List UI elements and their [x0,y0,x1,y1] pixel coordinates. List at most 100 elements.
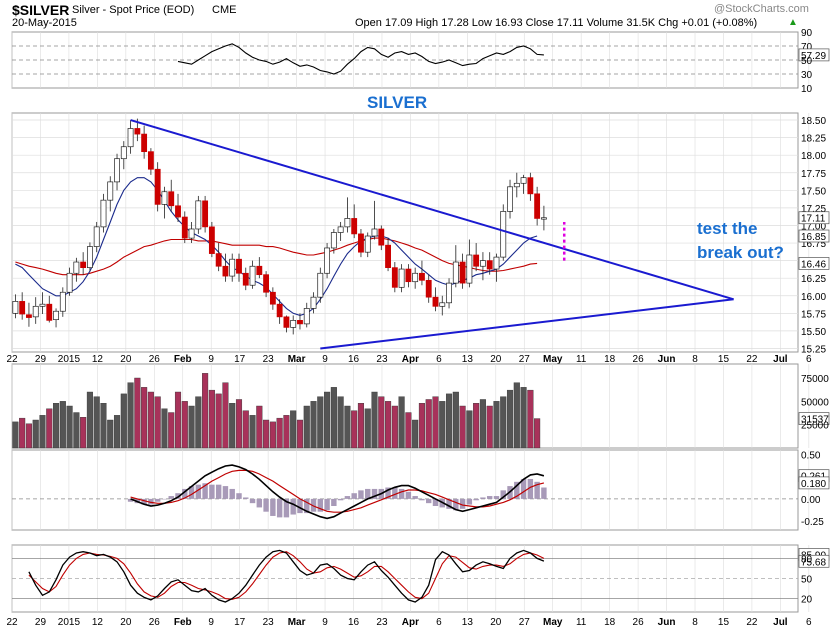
volume-bar [127,382,134,449]
volume-bar [479,399,486,449]
volume-bar [100,403,107,449]
stoch-x-tick: 29 [35,617,47,628]
stoch-x-tick: 6 [436,617,442,628]
candle-up [439,302,446,307]
macd-histogram-bar [270,498,276,516]
macd-signal-line [130,469,545,513]
candle-up [114,158,120,183]
candle-down [256,265,263,276]
price-x-tick: Mar [288,354,306,365]
volume-bar [486,405,493,449]
volume-bar [391,405,398,449]
price-x-tick: 23 [263,354,275,365]
volume-bar [222,382,229,449]
candle-up [493,256,500,270]
macd-histogram-bar [493,496,500,499]
candle-up [371,228,378,237]
macd-histogram-bar [541,487,547,499]
volume-tick-label: 50000 [801,397,829,408]
macd-histogram-bar [514,481,520,499]
candle-up [195,200,202,230]
candle-up [120,146,127,160]
price-x-tick: 18 [604,354,616,365]
price-x-tick: 11 [576,354,587,365]
macd-panel-frame [11,449,799,531]
candle-down [473,254,480,267]
stoch-x-tick: 12 [92,617,104,628]
volume-bar [439,401,446,449]
volume-bar [290,410,297,449]
candle-up [39,303,46,307]
volume-bar [513,382,520,449]
volume-bar [344,405,351,449]
macd-histogram-bar [405,491,412,499]
volume-bar [32,419,39,449]
volume-bar [269,421,276,449]
watermark: @StockCharts.com [714,3,809,15]
candle-down [351,218,358,235]
rsi-tick-label: 57.29 [801,51,826,62]
macd-histogram-bar [371,488,378,499]
price-tag: 16.85 [801,232,826,243]
candle-up [479,260,486,267]
macd-histogram-bar [175,493,181,499]
price-x-tick: 22 [746,354,758,365]
macd-histogram-bar [365,488,371,499]
volume-bar [296,419,304,449]
macd-histogram-bar [459,498,466,509]
macd-histogram-bar [358,490,364,499]
volume-bar [351,410,358,449]
candle-up [364,235,371,253]
volume-bar [249,415,256,449]
volume-bar [337,396,344,449]
volume-bar [174,391,182,449]
volume-bar [364,408,371,449]
note-line-1: test the [697,219,757,238]
candle-down [378,228,385,246]
price-tick-label: 15.50 [801,327,826,338]
candle-down [202,200,209,228]
rsi-line [177,43,544,75]
stoch-x-tick: 23 [263,617,275,628]
symbol-label: $SILVER [12,2,70,18]
volume-bar [52,403,60,449]
volume-bar [113,415,121,449]
candle-up [290,320,297,328]
volume-bar [432,396,439,449]
volume-bar [93,396,100,449]
macd-histogram-bar [182,488,188,499]
macd-histogram-bar [398,488,405,499]
volume-bar [229,403,236,449]
price-tick-label: 17.50 [801,186,826,197]
candle-up [100,199,107,228]
candle-down [154,168,161,205]
price-x-tick: 26 [633,354,645,365]
price-x-tick: Apr [402,354,419,365]
macd-histogram-bar [486,496,493,499]
price-x-tick: 22 [6,354,18,365]
macd-histogram-bar [215,484,222,499]
volume-bar [357,403,365,449]
macd-histogram-bar [141,498,147,505]
annotation-layer: SILVER test the break out? [367,93,784,262]
macd-histogram-bar [392,487,398,499]
candle-up [412,272,419,283]
candle-down [181,216,188,239]
macd-histogram-bar [297,498,303,514]
macd-histogram-bar [161,498,168,500]
volume-bar [459,405,466,449]
volume-tick-label: 75000 [801,374,829,385]
macd-tick-label: 0.50 [801,450,821,461]
candle-down [459,261,466,284]
price-x-tick: 6 [806,354,812,365]
macd-histogram-bar [304,498,310,514]
candle-down [269,291,276,305]
price-tick-label: 17.75 [801,169,826,180]
volume-bar [181,401,188,449]
stoch-tick-label: 50 [801,575,813,586]
candle-up [127,128,134,148]
volume-bar [303,405,310,449]
volume-bar [161,408,168,449]
macd-histogram-bar [317,498,324,512]
stoch-x-tick: 2015 [58,617,81,628]
